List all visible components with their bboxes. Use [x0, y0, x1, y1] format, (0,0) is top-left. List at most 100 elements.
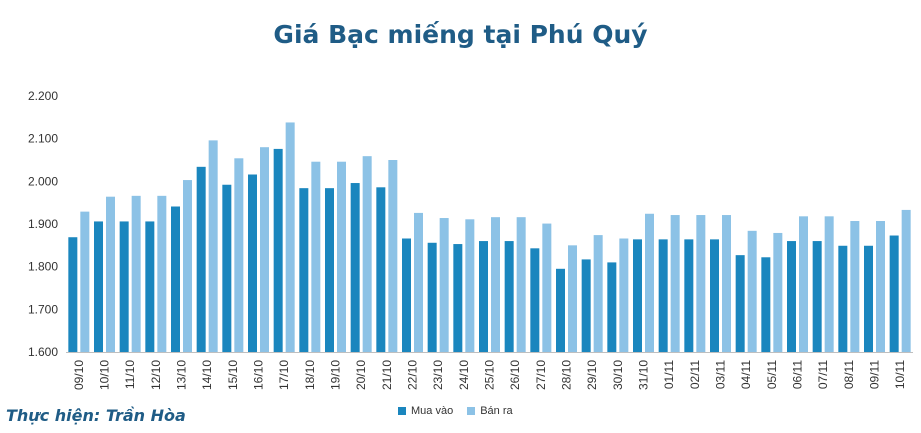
bar-mua-vao: [196, 166, 206, 352]
bar-mua-vao: [222, 184, 232, 352]
x-tick-label: 14/10: [200, 360, 214, 390]
legend-swatch-sell: [467, 407, 476, 415]
bar-ban-ra: [362, 156, 372, 352]
y-tick-label: 2.000: [28, 174, 58, 188]
bar-mua-vao: [350, 183, 360, 352]
bar-mua-vao: [504, 241, 514, 352]
bar-mua-vao: [684, 239, 694, 352]
bar-ban-ra: [876, 221, 885, 352]
bar-ban-ra: [311, 161, 321, 352]
x-axis: 09/10 10/10 11/10 12/10 13/10 14/10 15/10 16/10…: [66, 352, 913, 390]
bar-mua-vao: [68, 237, 78, 352]
bar-ban-ra: [568, 245, 577, 352]
x-tick-label: 24/10: [457, 360, 471, 390]
x-tick-label: 29/10: [585, 360, 599, 390]
x-tick-label: 17/10: [277, 360, 291, 390]
bar-mua-vao: [453, 244, 463, 352]
x-tick-label: 27/10: [534, 360, 548, 390]
bar-mua-vao: [427, 242, 437, 352]
y-tick-label: 1.600: [28, 345, 58, 359]
x-tick-label: 26/10: [508, 360, 522, 390]
bar-ban-ra: [106, 196, 115, 352]
x-tick-label: 18/10: [303, 360, 317, 390]
bar-mua-vao: [145, 221, 155, 352]
bar-mua-vao: [710, 239, 719, 352]
chart-title: Giá Bạc miếng tại Phú Quý: [273, 20, 648, 49]
bar-ban-ra: [901, 209, 911, 352]
bar-mua-vao: [607, 262, 617, 352]
legend-label-buy: Mua vào: [411, 405, 454, 417]
bar-ban-ra: [824, 216, 834, 352]
bar-ban-ra: [645, 213, 654, 352]
legend-item-sell: Bán ra: [467, 405, 513, 417]
x-tick-label: 30/10: [611, 360, 625, 390]
x-tick-label: 06/11: [791, 360, 805, 389]
x-tick-label: 11/10: [123, 360, 137, 389]
x-tick-label: 12/10: [149, 360, 163, 390]
bar-ban-ra: [285, 122, 295, 352]
x-tick-label: 10/10: [98, 360, 112, 390]
bar-ban-ra: [799, 216, 808, 352]
bar-mua-vao: [248, 174, 257, 352]
y-tick-label: 2.100: [28, 132, 58, 146]
bar-mua-vao: [633, 239, 642, 352]
x-tick-label: 04/11: [739, 360, 753, 389]
x-tick-label: 16/10: [252, 360, 266, 390]
bar-mua-vao: [658, 239, 668, 352]
bar-mua-vao: [325, 188, 334, 352]
bar-ban-ra: [414, 212, 423, 352]
bar-mua-vao: [735, 255, 745, 352]
bar-mua-vao: [94, 221, 103, 352]
bar-ban-ra: [260, 147, 269, 352]
y-tick-label: 2.200: [28, 89, 58, 103]
credit-text: Thực hiện: Trần Hòa: [6, 406, 186, 425]
bar-mua-vao: [864, 245, 873, 352]
bar-ban-ra: [773, 232, 783, 352]
bar-ban-ra: [696, 215, 706, 352]
bar-ban-ra: [465, 219, 475, 352]
x-tick-label: 31/10: [637, 360, 651, 390]
x-tick-label: 08/11: [842, 360, 856, 389]
bar-ban-ra: [337, 161, 346, 352]
bar-mua-vao: [273, 148, 283, 352]
bar-ban-ra: [131, 195, 141, 352]
y-tick-label: 1.700: [28, 302, 58, 316]
bar-mua-vao: [812, 241, 822, 352]
bar-ban-ra: [80, 211, 90, 352]
x-tick-label: 20/10: [354, 360, 368, 390]
bar-ban-ra: [491, 217, 500, 352]
y-tick-label: 1.900: [28, 217, 58, 231]
bar-mua-vao: [402, 238, 411, 352]
bar-mua-vao: [171, 206, 180, 352]
legend: Mua vào Bán ra: [398, 405, 513, 417]
legend-swatch-buy: [398, 407, 406, 415]
bar-ban-ra: [388, 160, 398, 352]
bar-mua-vao: [761, 257, 771, 352]
bars: [68, 122, 911, 352]
bar-ban-ra: [183, 180, 192, 352]
legend-label-sell: Bán ra: [480, 405, 513, 417]
x-tick-label: 07/11: [816, 360, 830, 389]
x-tick-label: 21/10: [380, 360, 394, 390]
x-tick-label: 15/10: [226, 360, 240, 390]
bar-ban-ra: [208, 140, 218, 352]
x-tick-label: 28/10: [560, 360, 574, 390]
x-tick-label: 10/11: [893, 360, 907, 389]
bar-ban-ra: [542, 223, 552, 352]
x-tick-label: 22/10: [406, 360, 420, 390]
x-tick-label: 19/10: [329, 360, 343, 390]
y-tick-label: 1.800: [28, 260, 58, 274]
bar-ban-ra: [439, 218, 449, 352]
bar-ban-ra: [850, 221, 860, 352]
bar-mua-vao: [479, 241, 488, 352]
bar-ban-ra: [157, 195, 167, 352]
x-tick-label: 02/11: [688, 360, 702, 389]
x-tick-label: 23/10: [431, 360, 445, 390]
bar-mua-vao: [119, 221, 129, 352]
bar-mua-vao: [530, 248, 540, 352]
legend-item-buy: Mua vào: [398, 405, 453, 417]
x-tick-label: 09/10: [72, 360, 86, 390]
bar-mua-vao: [838, 245, 848, 352]
bar-mua-vao: [581, 259, 591, 352]
